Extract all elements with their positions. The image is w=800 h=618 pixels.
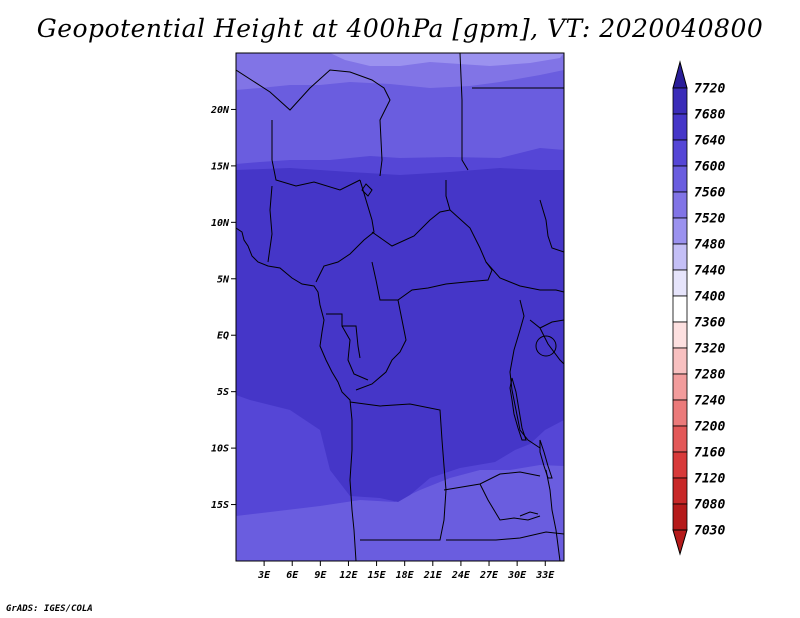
colorbar-segment [672, 451, 688, 479]
colorbar-segment [672, 217, 688, 245]
colorbar-segment [672, 113, 688, 141]
colorbar-label: 7030 [694, 524, 725, 539]
band-7480-7520-north [330, 53, 564, 66]
colorbar-segment [672, 269, 688, 297]
border-sudan-ssudan [449, 209, 564, 293]
border-car-south [371, 261, 493, 301]
colorbar-label: 7240 [694, 394, 725, 409]
colorbar-label: 7080 [694, 498, 725, 513]
colorbar-label: 7320 [694, 342, 725, 357]
lat-tick-label: 20N [210, 105, 230, 116]
lon-tick-label: 27E [479, 570, 499, 581]
border-mozambique [545, 469, 561, 561]
border-gabon-congo [326, 313, 369, 381]
lat-tick-label: 15S [211, 500, 229, 511]
colorbar-label: 7560 [694, 186, 725, 201]
colorbar-label: 7200 [694, 420, 725, 435]
lon-tick-label: 18E [396, 570, 415, 581]
lon-tick-label: 33E [535, 570, 555, 581]
border-drc-north [355, 299, 407, 391]
border-libya-egypt [459, 53, 469, 171]
colorbar-label: 7160 [694, 446, 725, 461]
lat-tick-label: 5S [217, 387, 229, 398]
credit-label: GrADS: IGES/COLA [6, 604, 93, 614]
colorbar-segment [672, 165, 688, 193]
colorbar-bottom-triangle [672, 529, 688, 556]
coastline-west-africa [236, 227, 357, 561]
lon-tick-label: 30E [507, 570, 527, 581]
colorbar-label: 7280 [694, 368, 725, 383]
border-south [446, 531, 564, 541]
colorbar-segment [672, 243, 688, 271]
lake-kariba-outline [519, 511, 539, 517]
colorbar-label: 7360 [694, 316, 725, 331]
lon-tick-label: 12E [339, 570, 358, 581]
colorbar-label: 7480 [694, 238, 725, 253]
colorbar-segment [672, 295, 688, 323]
lon-tick-label: 3E [257, 570, 271, 581]
lake-tanganyika-outline [509, 377, 527, 441]
lat-tick-label: 10N [211, 218, 230, 229]
colorbar-segment [672, 139, 688, 167]
colorbar-label: 7600 [694, 160, 725, 175]
border-sahara-north [236, 69, 391, 177]
colorbar-segment [672, 503, 688, 531]
latitude-ticks: 20N 15N 10N 5N EQ 5S 10S 15S [210, 105, 236, 511]
colorbar-segment [672, 191, 688, 219]
border-zambia [443, 471, 541, 521]
lon-tick-label: 15E [368, 570, 387, 581]
border-kenya-tanz [529, 319, 564, 365]
lake-victoria-outline [535, 335, 557, 357]
colorbar-segment [672, 477, 688, 505]
colorbar-segment [672, 347, 688, 375]
lat-tick-label: 10S [211, 444, 229, 455]
colorbar-label: 7680 [694, 108, 725, 123]
colorbar-segment [672, 399, 688, 427]
border-mali-niger [271, 120, 361, 191]
lat-tick-label: 5N [217, 274, 230, 285]
map-frame [235, 52, 565, 562]
lake-tchad-outline [361, 183, 373, 197]
colorbar-label: 7720 [694, 82, 725, 97]
border-angola-north [349, 401, 445, 467]
colorbar-top-triangle [672, 60, 688, 89]
lon-tick-label: 21E [423, 570, 443, 581]
border-nigeria [267, 179, 375, 283]
map-title: Geopotential Height at 400hPa [gpm], VT:… [36, 14, 764, 43]
longitude-ticks: 3E 6E 9E 12E 15E 18E 21E 24E 27E 30E 33E [257, 561, 555, 581]
contour-fill [236, 53, 564, 561]
colorbar: 7720 7680 7640 7600 7560 7520 7480 7440 7400 7360… [672, 60, 725, 556]
colorbar-label: 7400 [694, 290, 725, 305]
colorbar-segment [672, 321, 688, 349]
colorbar-label: 7520 [694, 212, 725, 227]
lat-tick-label: EQ [217, 331, 229, 342]
colorbar-label: 7640 [694, 134, 725, 149]
lakes [361, 183, 557, 517]
lon-tick-label: 24E [451, 570, 471, 581]
colorbar-label: 7440 [694, 264, 725, 279]
colorbar-segment [672, 425, 688, 453]
border-east-sudan [539, 199, 564, 253]
country-borders [236, 53, 564, 561]
lat-tick-label: 15N [211, 161, 230, 172]
border-chad-car [371, 180, 451, 247]
lake-malawi-outline [539, 439, 553, 479]
colorbar-segment [672, 87, 688, 115]
colorbar-label: 7120 [694, 472, 725, 487]
lon-tick-label: 9E [314, 570, 327, 581]
colorbar-segment [672, 373, 688, 401]
lon-tick-label: 6E [286, 570, 299, 581]
